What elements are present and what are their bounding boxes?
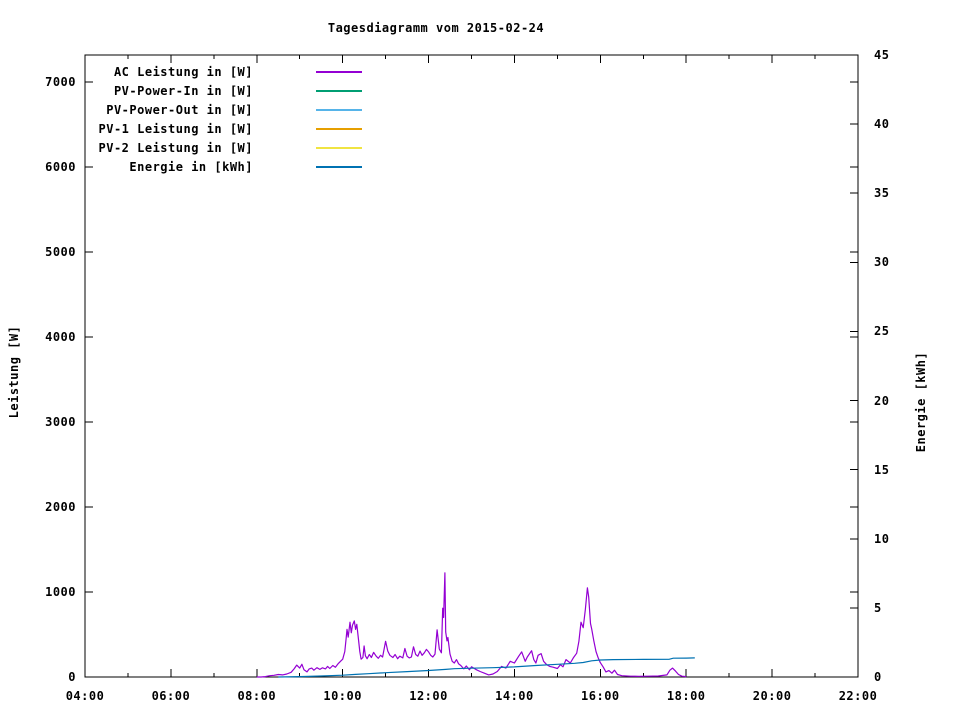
legend-line-sample-0: [316, 71, 362, 73]
x-tick-label: 22:00: [838, 689, 878, 703]
x-tick-label: 06:00: [151, 689, 191, 703]
series-line-energie: [278, 657, 695, 678]
y1-tick-label: 7000: [45, 75, 76, 90]
y2-tick-label: 30: [874, 255, 890, 270]
y1-tick-label: 5000: [45, 245, 76, 260]
legend-label-1: PV-Power-In in [W]: [113, 84, 253, 98]
x-tick-label: 10:00: [323, 689, 362, 703]
legend-label-3: PV-1 Leistung in [W]: [98, 122, 253, 136]
legend-line-sample-5: [316, 166, 362, 168]
y1-tick-label: 3000: [45, 415, 76, 429]
x-tick-label: 08:00: [237, 689, 277, 703]
series-line-ac: [256, 572, 687, 678]
legend-label-2: PV-Power-Out in [W]: [106, 103, 253, 117]
x-tick-label: 12:00: [409, 689, 448, 703]
x-tick-label: 18:00: [666, 689, 706, 703]
legend-line-sample-2: [316, 109, 362, 111]
legend-label-4: PV-2 Leistung in [W]: [98, 141, 253, 155]
y2-tick-label: 40: [874, 117, 890, 132]
y2-tick-label: 35: [874, 186, 890, 201]
legend-line-sample-3: [316, 128, 362, 130]
x-tick-label: 16:00: [581, 689, 620, 703]
y2-tick-label: 15: [874, 462, 890, 477]
y1-tick-label: 6000: [45, 160, 76, 175]
y2-tick-label: 20: [874, 393, 890, 408]
legend-line-sample-1: [316, 90, 362, 92]
y1-tick-label: 1000: [45, 585, 76, 599]
y1-tick-label: 4000: [45, 330, 76, 345]
legend-label-5: Energie in [kWh]: [129, 160, 253, 174]
y2-tick-label: 10: [874, 531, 890, 546]
y1-tick-label: 0: [68, 670, 76, 684]
y2-tick-label: 25: [874, 324, 890, 339]
y2-tick-label: 45: [874, 48, 890, 62]
legend-line-sample-4: [316, 147, 362, 149]
chart-title: Tagesdiagramm vom 2015-02-24: [327, 21, 545, 35]
y1-tick-label: 2000: [45, 500, 76, 514]
legend-label-0: AC Leistung in [W]: [113, 65, 253, 79]
x-tick-label: 14:00: [495, 689, 534, 703]
y2-tick-label: 5: [874, 600, 882, 615]
x-tick-label: 20:00: [752, 689, 792, 703]
y2-tick-label: 0: [874, 670, 882, 684]
x-tick-label: 04:00: [65, 689, 105, 703]
